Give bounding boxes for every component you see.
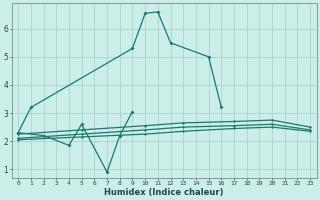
X-axis label: Humidex (Indice chaleur): Humidex (Indice chaleur) — [104, 188, 224, 197]
